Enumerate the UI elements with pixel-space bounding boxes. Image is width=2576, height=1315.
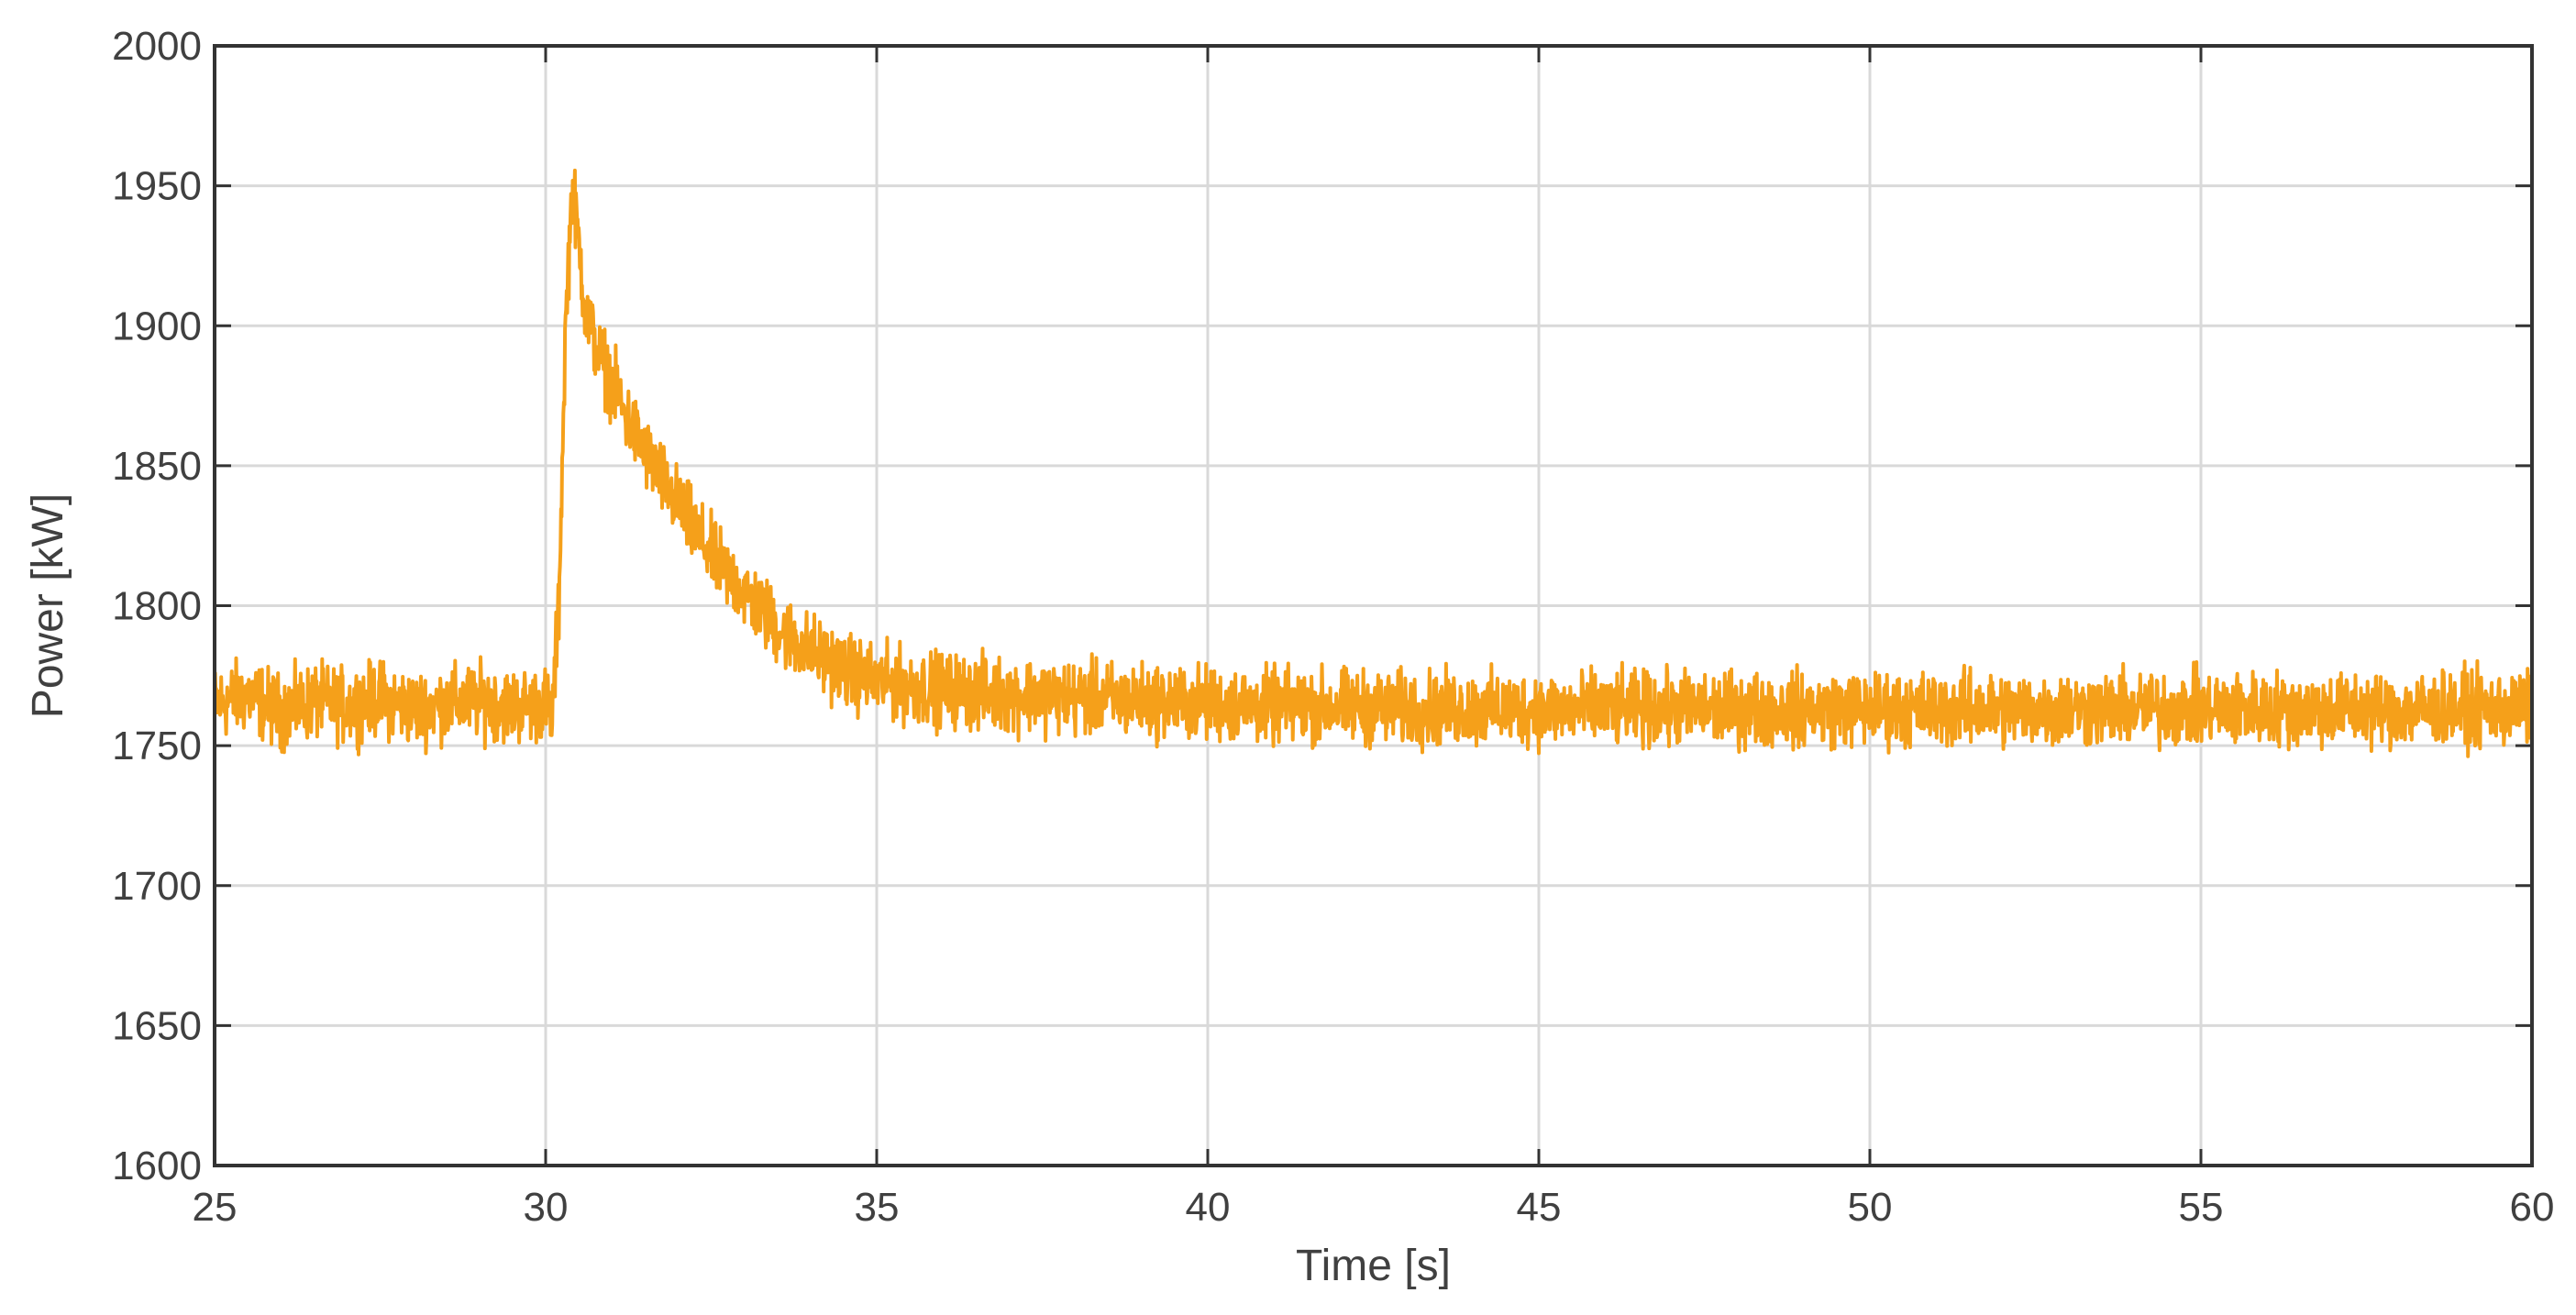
y-tick-label: 1700 [112,864,202,909]
x-tick-label: 55 [2179,1185,2224,1230]
y-tick-label: 1850 [112,444,202,489]
y-tick-label: 1750 [112,724,202,768]
tick-marks [213,44,2534,1167]
x-tick-label: 25 [193,1185,238,1230]
power-series-line [213,168,2534,758]
x-tick-label: 35 [855,1185,900,1230]
y-tick-label: 1600 [112,1144,202,1188]
y-tick-label: 1900 [112,304,202,348]
y-axis-label: Power [kW] [24,493,72,718]
x-tick-labels: 25 30 35 40 45 50 55 60 [193,1185,2555,1230]
grid-lines [215,46,2532,1166]
x-tick-label: 45 [1517,1185,1562,1230]
y-tick-label: 1650 [112,1003,202,1048]
y-tick-labels: 1600 1650 1700 1750 1800 1850 1900 1950 2000 [112,24,202,1188]
y-tick-label: 2000 [112,24,202,69]
x-tick-label: 40 [1186,1185,1231,1230]
y-tick-label: 1800 [112,584,202,629]
x-tick-label: 60 [2510,1185,2555,1230]
x-tick-label: 30 [524,1185,569,1230]
x-axis-label: Time [s] [1296,1242,1451,1290]
x-tick-label: 50 [1848,1185,1893,1230]
y-tick-label: 1950 [112,164,202,209]
series-layer [213,168,2534,758]
